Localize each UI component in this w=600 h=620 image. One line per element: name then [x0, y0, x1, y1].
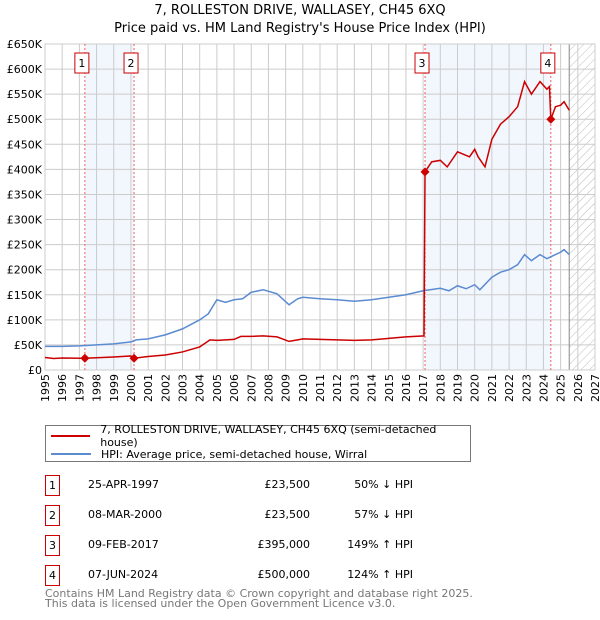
sale-date: 09-FEB-2017: [88, 538, 159, 551]
x-tick-label: 2005: [211, 374, 224, 402]
x-tick-label: 2010: [297, 374, 310, 402]
y-tick-label: £550K: [7, 88, 43, 101]
subtitle-line: Price paid vs. HM Land Registry's House …: [114, 21, 486, 36]
x-tick-label: 2007: [245, 374, 258, 402]
sale-date: 07-JUN-2024: [88, 568, 159, 581]
x-tick-label: 1995: [39, 374, 52, 402]
hpi-diff: 57% ↓ HPI: [354, 508, 413, 521]
x-tick-label: 2021: [486, 374, 499, 402]
y-tick-label: £600K: [7, 63, 43, 76]
annotation-label: 3: [419, 57, 426, 70]
sale-price: £23,500: [264, 478, 311, 491]
legend-property: 7, ROLLESTON DRIVE, WALLASEY, CH45 6XQ (…: [100, 423, 437, 449]
forecast-hatch: [569, 44, 595, 370]
y-tick-label: £450K: [7, 138, 43, 151]
hpi-line-swatch: [51, 453, 91, 455]
x-tick-label: 1996: [56, 374, 69, 402]
y-tick-label: £150K: [7, 289, 43, 302]
x-tick-label: 1999: [108, 374, 121, 402]
x-tick-label: 2004: [194, 374, 207, 402]
footer: Contains HM Land Registry data © Crown c…: [45, 587, 473, 610]
x-tick-label: 2000: [125, 374, 138, 402]
x-tick-label: 2023: [520, 374, 533, 402]
marker-badge: 4: [45, 565, 60, 586]
x-tick-label: 2013: [348, 374, 361, 402]
property-price-line: [44, 79, 570, 360]
y-tick-label: £250K: [7, 239, 43, 252]
x-tick-label: 2009: [280, 374, 293, 402]
sale-price: £23,500: [264, 508, 311, 521]
x-tick-label: 2024: [537, 374, 550, 402]
y-tick-label: £400K: [7, 163, 43, 176]
sale-point: [420, 167, 430, 177]
x-tick-label: 2014: [366, 374, 379, 402]
annotation-label: 2: [128, 57, 135, 70]
shaded-period: [425, 44, 551, 370]
y-tick-label: £650K: [7, 38, 43, 51]
plot-border: [44, 43, 596, 371]
x-tick-label: 2019: [452, 374, 465, 402]
hpi-diff: 149% ↑ HPI: [347, 538, 413, 551]
y-tick-label: £350K: [7, 188, 43, 201]
marker-badge: 3: [45, 535, 60, 556]
x-tick-label: 2008: [262, 374, 275, 402]
chart-title: 7, ROLLESTON DRIVE, WALLASEY, CH45 6XQ P…: [0, 2, 600, 38]
x-tick-label: 1997: [73, 374, 86, 402]
x-tick-label: 2003: [177, 374, 190, 402]
sale-price: £500,000: [257, 568, 311, 581]
x-tick-label: 2027: [589, 374, 600, 402]
x-tick-label: 2002: [159, 374, 172, 402]
copyright-text: Contains HM Land Registry data © Crown c…: [45, 587, 473, 600]
y-tick-label: £0: [28, 364, 42, 377]
x-tick-label: 2012: [331, 374, 344, 402]
annotation-box: [123, 52, 139, 74]
y-tick-label: £50K: [14, 339, 43, 352]
annotation-box: [540, 52, 556, 74]
x-tick-label: 2001: [142, 374, 155, 402]
marker-badge: 1: [45, 475, 60, 496]
x-tick-label: 2016: [400, 374, 413, 402]
x-tick-label: 2022: [503, 374, 516, 402]
legend: 7, ROLLESTON DRIVE, WALLASEY, CH45 6XQ (…: [45, 423, 471, 462]
x-tick-label: 2026: [572, 374, 585, 402]
x-tick-label: 2020: [469, 374, 482, 402]
x-tick-label: 2011: [314, 374, 327, 402]
shaded-period: [84, 44, 135, 370]
marker-badge: 2: [45, 505, 60, 526]
annotation-label: 1: [78, 57, 85, 70]
sale-date: 25-APR-1997: [88, 478, 160, 491]
price-chart: 1995 1996 1997 1998 1999 2000 2001 2002 2003 2004…: [7, 38, 600, 402]
sale-point: [80, 353, 90, 363]
y-tick-label: £300K: [7, 214, 43, 227]
y-tick-label: £500K: [7, 113, 43, 126]
annotation-box: [74, 52, 90, 74]
licence-text: This data is licensed under the Open Gov…: [45, 597, 396, 610]
x-tick-label: 1998: [91, 374, 104, 402]
x-tick-label: 2017: [417, 374, 430, 402]
sale-point: [129, 353, 139, 363]
legend-hpi: HPI: Average price, semi-detached house,…: [101, 447, 368, 461]
annotation-label: 4: [544, 57, 551, 70]
x-tick-label: 2025: [555, 374, 568, 402]
x-tick-label: 2006: [228, 374, 241, 402]
y-tick-label: £100K: [7, 314, 43, 327]
sale-price: £395,000: [257, 538, 311, 551]
title-line: 7, ROLLESTON DRIVE, WALLASEY, CH45 6XQ: [154, 3, 446, 18]
y-tick-label: £200K: [7, 264, 43, 277]
hpi-line: [45, 248, 570, 348]
hpi-diff: 50% ↓ HPI: [354, 478, 413, 491]
x-tick-label: 2018: [434, 374, 447, 402]
annotation-box: [414, 52, 430, 74]
sale-point: [546, 114, 556, 124]
property-line-swatch: [51, 435, 91, 437]
sale-date: 08-MAR-2000: [88, 508, 163, 521]
x-tick-label: 2015: [383, 374, 396, 402]
hpi-diff: 124% ↑ HPI: [347, 568, 413, 581]
